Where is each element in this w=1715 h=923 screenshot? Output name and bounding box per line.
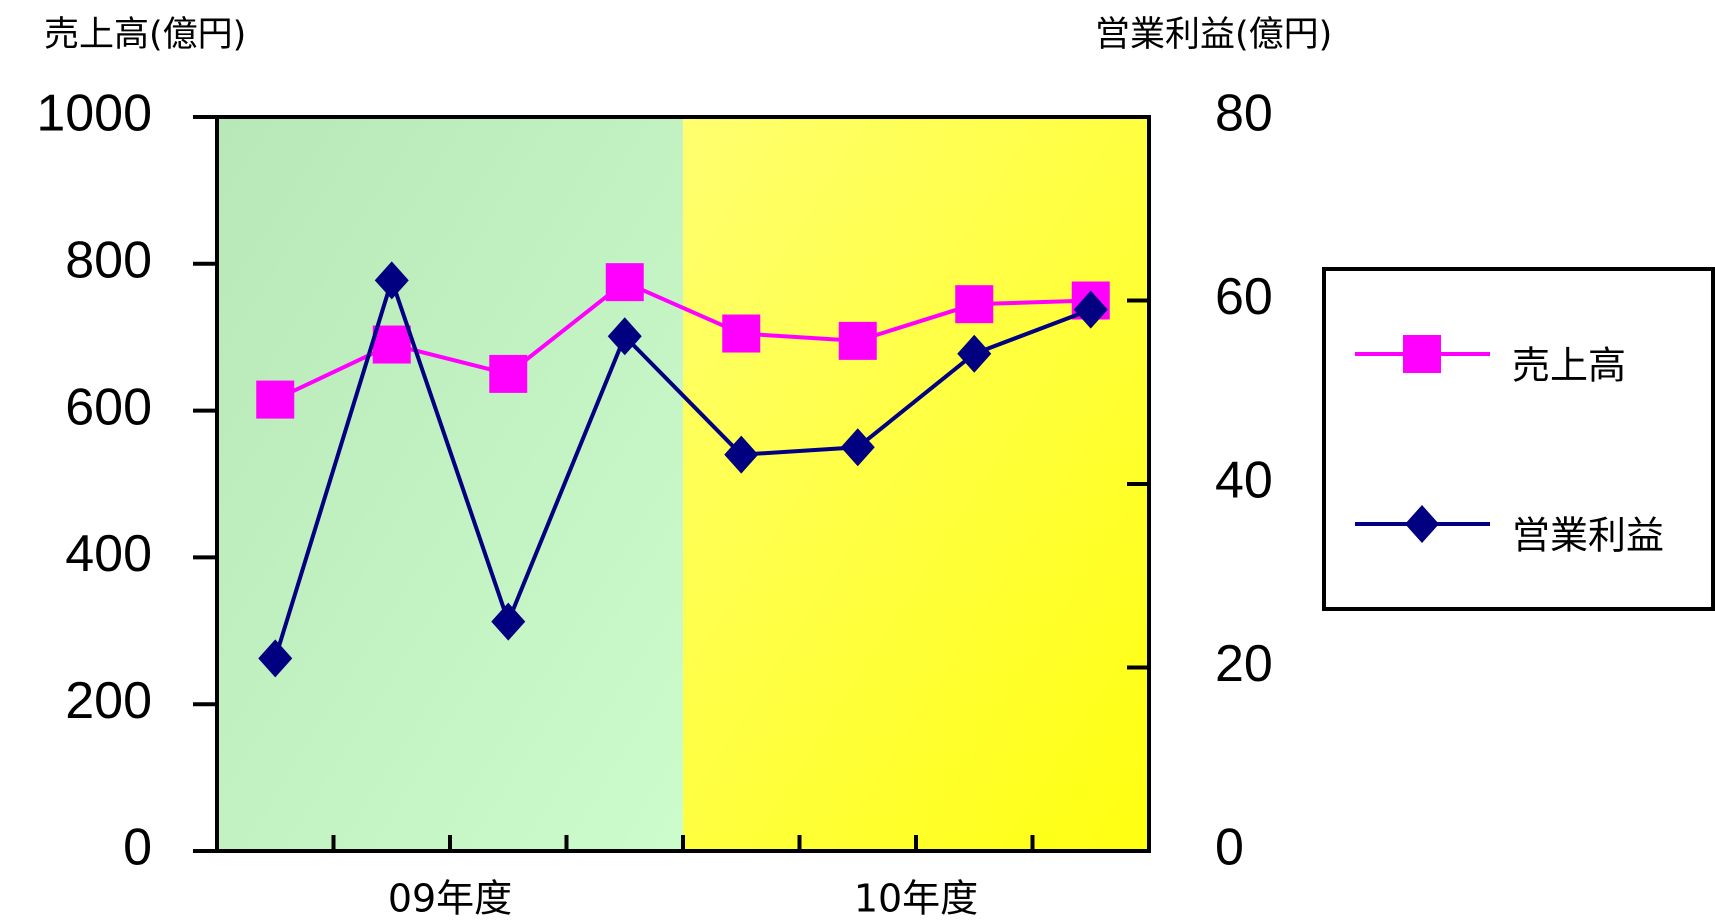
x-group-label: 09年度	[388, 877, 512, 921]
period-background	[683, 117, 1149, 851]
data-point	[840, 428, 875, 467]
y2-tick-label: 0	[1215, 819, 1244, 877]
y2-tick-label: 80	[1215, 85, 1273, 143]
data-point	[957, 334, 992, 373]
y2-tick-label: 40	[1215, 452, 1273, 510]
y-axis-title: 売上高(億円)	[44, 15, 246, 55]
series-line	[273, 273, 1092, 659]
legend-label: 営業利益	[1512, 514, 1664, 558]
y-tick-label: 0	[123, 819, 152, 877]
data-point	[722, 314, 761, 353]
legend-label: 売上高	[1512, 344, 1626, 388]
data-point	[838, 321, 877, 360]
data-point	[607, 317, 642, 356]
y2-tick-label: 20	[1215, 635, 1273, 693]
data-point	[724, 435, 759, 474]
y2-axis-title: 営業利益(億円)	[1095, 15, 1332, 55]
data-point	[374, 261, 409, 300]
y2-tick-label: 60	[1215, 268, 1273, 326]
period-background	[217, 117, 683, 851]
y-tick-label: 1000	[36, 85, 152, 143]
data-point	[1073, 290, 1108, 329]
y-tick-label: 800	[65, 232, 152, 290]
y-tick-label: 400	[65, 525, 152, 583]
data-point	[955, 285, 994, 324]
data-point	[258, 639, 293, 678]
y-tick-label: 600	[65, 378, 152, 436]
data-point	[491, 602, 526, 641]
legend-box	[1322, 267, 1715, 611]
y-tick-label: 200	[65, 672, 152, 730]
data-point	[372, 325, 411, 364]
x-group-label: 10年度	[854, 877, 978, 921]
legend-marker	[1403, 335, 1441, 373]
legend-marker	[1405, 505, 1439, 543]
data-point	[256, 380, 295, 419]
data-point	[605, 263, 644, 302]
data-point	[489, 354, 528, 393]
series-line	[274, 279, 1091, 402]
